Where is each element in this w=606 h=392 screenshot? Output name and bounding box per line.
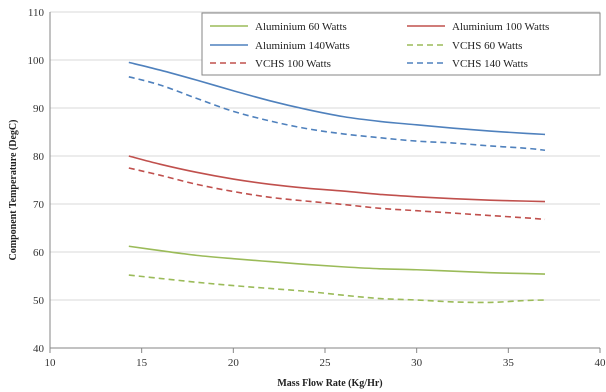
y-tick-label: 100 xyxy=(28,55,45,67)
series-line-1 xyxy=(128,155,546,203)
series-line-2 xyxy=(128,61,546,136)
x-tick-label: 10 xyxy=(45,357,57,369)
series-line-3 xyxy=(128,274,546,304)
y-tick-label: 110 xyxy=(28,7,45,19)
legend: Aluminium 60 Watts Aluminium 100 Watts Alu… xyxy=(201,12,601,76)
y-tick-label: 90 xyxy=(33,103,45,115)
legend-label: VCHS 60 Watts xyxy=(452,40,522,52)
legend-label: VCHS 100 Watts xyxy=(255,58,331,70)
series-line-4 xyxy=(128,167,546,221)
series-line-0 xyxy=(128,245,546,275)
y-tick-label: 80 xyxy=(33,151,45,163)
legend-box xyxy=(201,12,601,76)
legend-label: Aluminium 140Watts xyxy=(255,40,350,52)
x-tick-label: 35 xyxy=(503,357,515,369)
y-tick-label: 40 xyxy=(33,343,45,355)
x-tick-label: 20 xyxy=(228,357,240,369)
x-tick-label: 15 xyxy=(136,357,148,369)
x-axis-title: Mass Flow Rate (Kg/Hr) xyxy=(277,378,382,389)
legend-label: Aluminium 60 Watts xyxy=(255,21,347,33)
x-tick-label: 30 xyxy=(411,357,423,369)
y-tick-label: 50 xyxy=(33,295,45,307)
series-lines xyxy=(128,61,546,304)
axes: 40 50 60 70 80 90 100 110 10 15 20 25 30 35 40 xyxy=(28,7,606,369)
y-tick-label: 70 xyxy=(33,199,45,211)
x-tick-label: 40 xyxy=(595,357,606,369)
gridlines xyxy=(50,11,600,349)
y-axis-title: Component Temperature (DegC) xyxy=(8,120,19,261)
series-line-5 xyxy=(128,76,546,152)
x-tick-label: 25 xyxy=(320,357,332,369)
legend-label: VCHS 140 Watts xyxy=(452,58,528,70)
legend-label: Aluminium 100 Watts xyxy=(452,21,549,33)
y-tick-label: 60 xyxy=(33,247,45,259)
